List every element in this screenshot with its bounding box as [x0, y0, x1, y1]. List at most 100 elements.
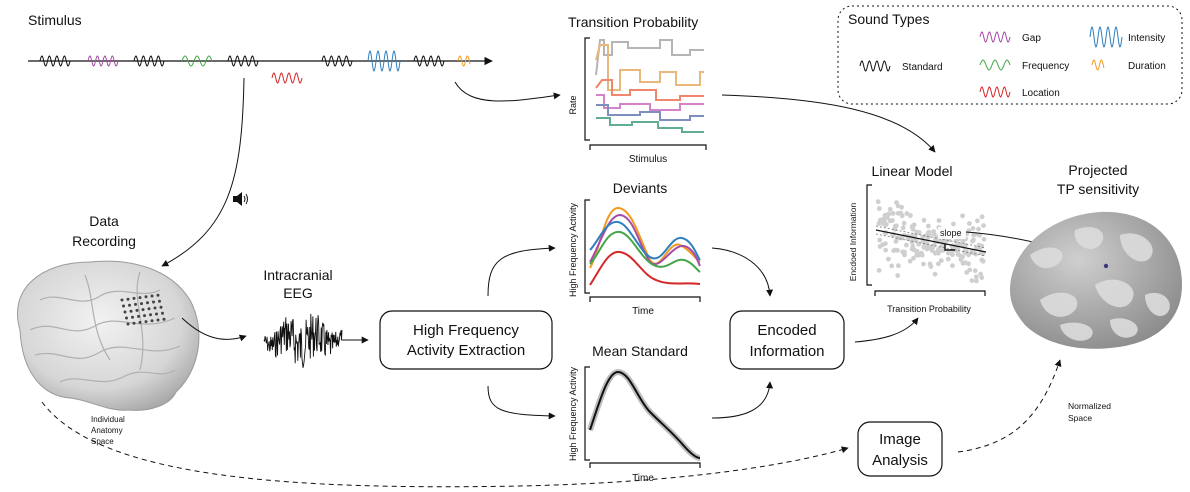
electrode-contact [146, 301, 149, 305]
electrode-contact [129, 309, 133, 313]
tp-to-linear-arrow [721, 94, 936, 153]
scatter-point [891, 248, 897, 254]
electrode-contact [158, 299, 161, 303]
scatter-point [931, 229, 936, 234]
legend-icons [859, 26, 1123, 98]
anatomy-line1: Individual [91, 415, 125, 424]
encoded-box [729, 310, 845, 370]
scatter-point [875, 199, 881, 205]
electrode-contact [138, 296, 142, 300]
undefined [413, 55, 445, 67]
legend-intensity-label: Intensity [1128, 33, 1165, 44]
electrode-contact [161, 311, 164, 315]
deviants-xaxis [589, 296, 701, 302]
electrode-contact [144, 320, 148, 324]
tp-ylabel: Rate [568, 95, 578, 114]
scatter-point [958, 257, 964, 262]
electrode-contact [132, 296, 136, 300]
scatter-point [970, 226, 976, 231]
stimulus-title: Stimulus [28, 12, 82, 28]
scatter-point [972, 268, 978, 274]
encoded-line1: Encoded [757, 322, 816, 339]
undefined [457, 55, 471, 67]
electrode-contact [143, 314, 146, 318]
scatter-point [884, 212, 889, 218]
hfa-box [379, 310, 553, 370]
brain-illustration [17, 260, 200, 411]
scatter-point [938, 258, 944, 263]
electrode-contact [144, 295, 148, 299]
legend-standard-label: Standard [902, 62, 943, 73]
deviants-ylabel: High Frequency Activity [568, 202, 578, 297]
electrode-contact [138, 320, 142, 324]
scatter-point [955, 252, 961, 257]
scatter-point [979, 214, 985, 220]
scatter-point [925, 244, 931, 250]
scatter-point [894, 223, 899, 229]
deviants-curves [589, 206, 701, 286]
linear-yaxis [866, 184, 872, 286]
electrode-contact [120, 298, 124, 302]
scatter-point [900, 225, 906, 231]
electrode-contact [131, 315, 134, 319]
electrode-contact [152, 300, 155, 304]
electrode-contact [149, 313, 152, 317]
scatter-point [921, 217, 927, 223]
scatter-point [926, 223, 931, 229]
electrode-contact [140, 302, 143, 306]
normalized-line1: Normalized [1068, 401, 1111, 411]
linear-ci-upper [875, 225, 987, 249]
scatter-point [895, 210, 901, 216]
electrode-contact [156, 293, 160, 297]
electrode-contact [128, 303, 131, 307]
undefined [181, 55, 213, 67]
scatter-point [896, 263, 901, 269]
scatter-point [950, 263, 955, 269]
scatter-point [914, 229, 919, 235]
electrode-contact [153, 306, 157, 310]
undefined [39, 55, 71, 67]
scatter-point [960, 213, 965, 219]
scatter-point [895, 273, 901, 278]
scatter-point [981, 236, 987, 242]
hfa-to-standard-arrow [487, 385, 556, 420]
electrode-contact [156, 318, 160, 322]
scatter-point [899, 235, 905, 241]
brain-to-eeg-arrow [181, 317, 247, 342]
hfa-to-deviants-arrow [487, 244, 556, 297]
scatter-point [977, 232, 982, 238]
scatter-point [887, 206, 893, 212]
legend-location-label: Location [1022, 88, 1060, 99]
legend-frequency-label: Frequency [1022, 61, 1069, 72]
tp-series [595, 39, 704, 133]
scatter-point [910, 243, 916, 249]
undefined [321, 55, 353, 67]
scatter-point [953, 238, 959, 244]
undefined [133, 55, 165, 67]
electrode-contact [125, 316, 128, 320]
undefined [979, 59, 1011, 71]
undefined [271, 72, 303, 84]
electrode-contact [137, 314, 140, 318]
scatter-point [904, 242, 909, 248]
eeg-line1: Intracranial [263, 267, 332, 283]
scatter-point [893, 239, 899, 244]
electrode-contact [147, 307, 151, 311]
linear-fit-line [875, 229, 987, 253]
scatter-point [886, 256, 891, 262]
deviants-yaxis [584, 199, 590, 294]
linear-ylabel: Encdoed Information [848, 203, 858, 282]
linear-scatter-points [875, 199, 987, 284]
scatter-point [960, 238, 966, 244]
slope-marker [944, 244, 955, 251]
anatomy-line2: Anatomy [91, 426, 123, 435]
scatter-point [913, 238, 919, 243]
scatter-point [890, 211, 896, 216]
scatter-point [909, 224, 915, 230]
scatter-point [887, 218, 893, 224]
undefined [859, 60, 891, 72]
hfa-line1: High Frequency [413, 322, 519, 339]
scatter-point [981, 223, 986, 229]
tp-yaxis [584, 37, 590, 141]
